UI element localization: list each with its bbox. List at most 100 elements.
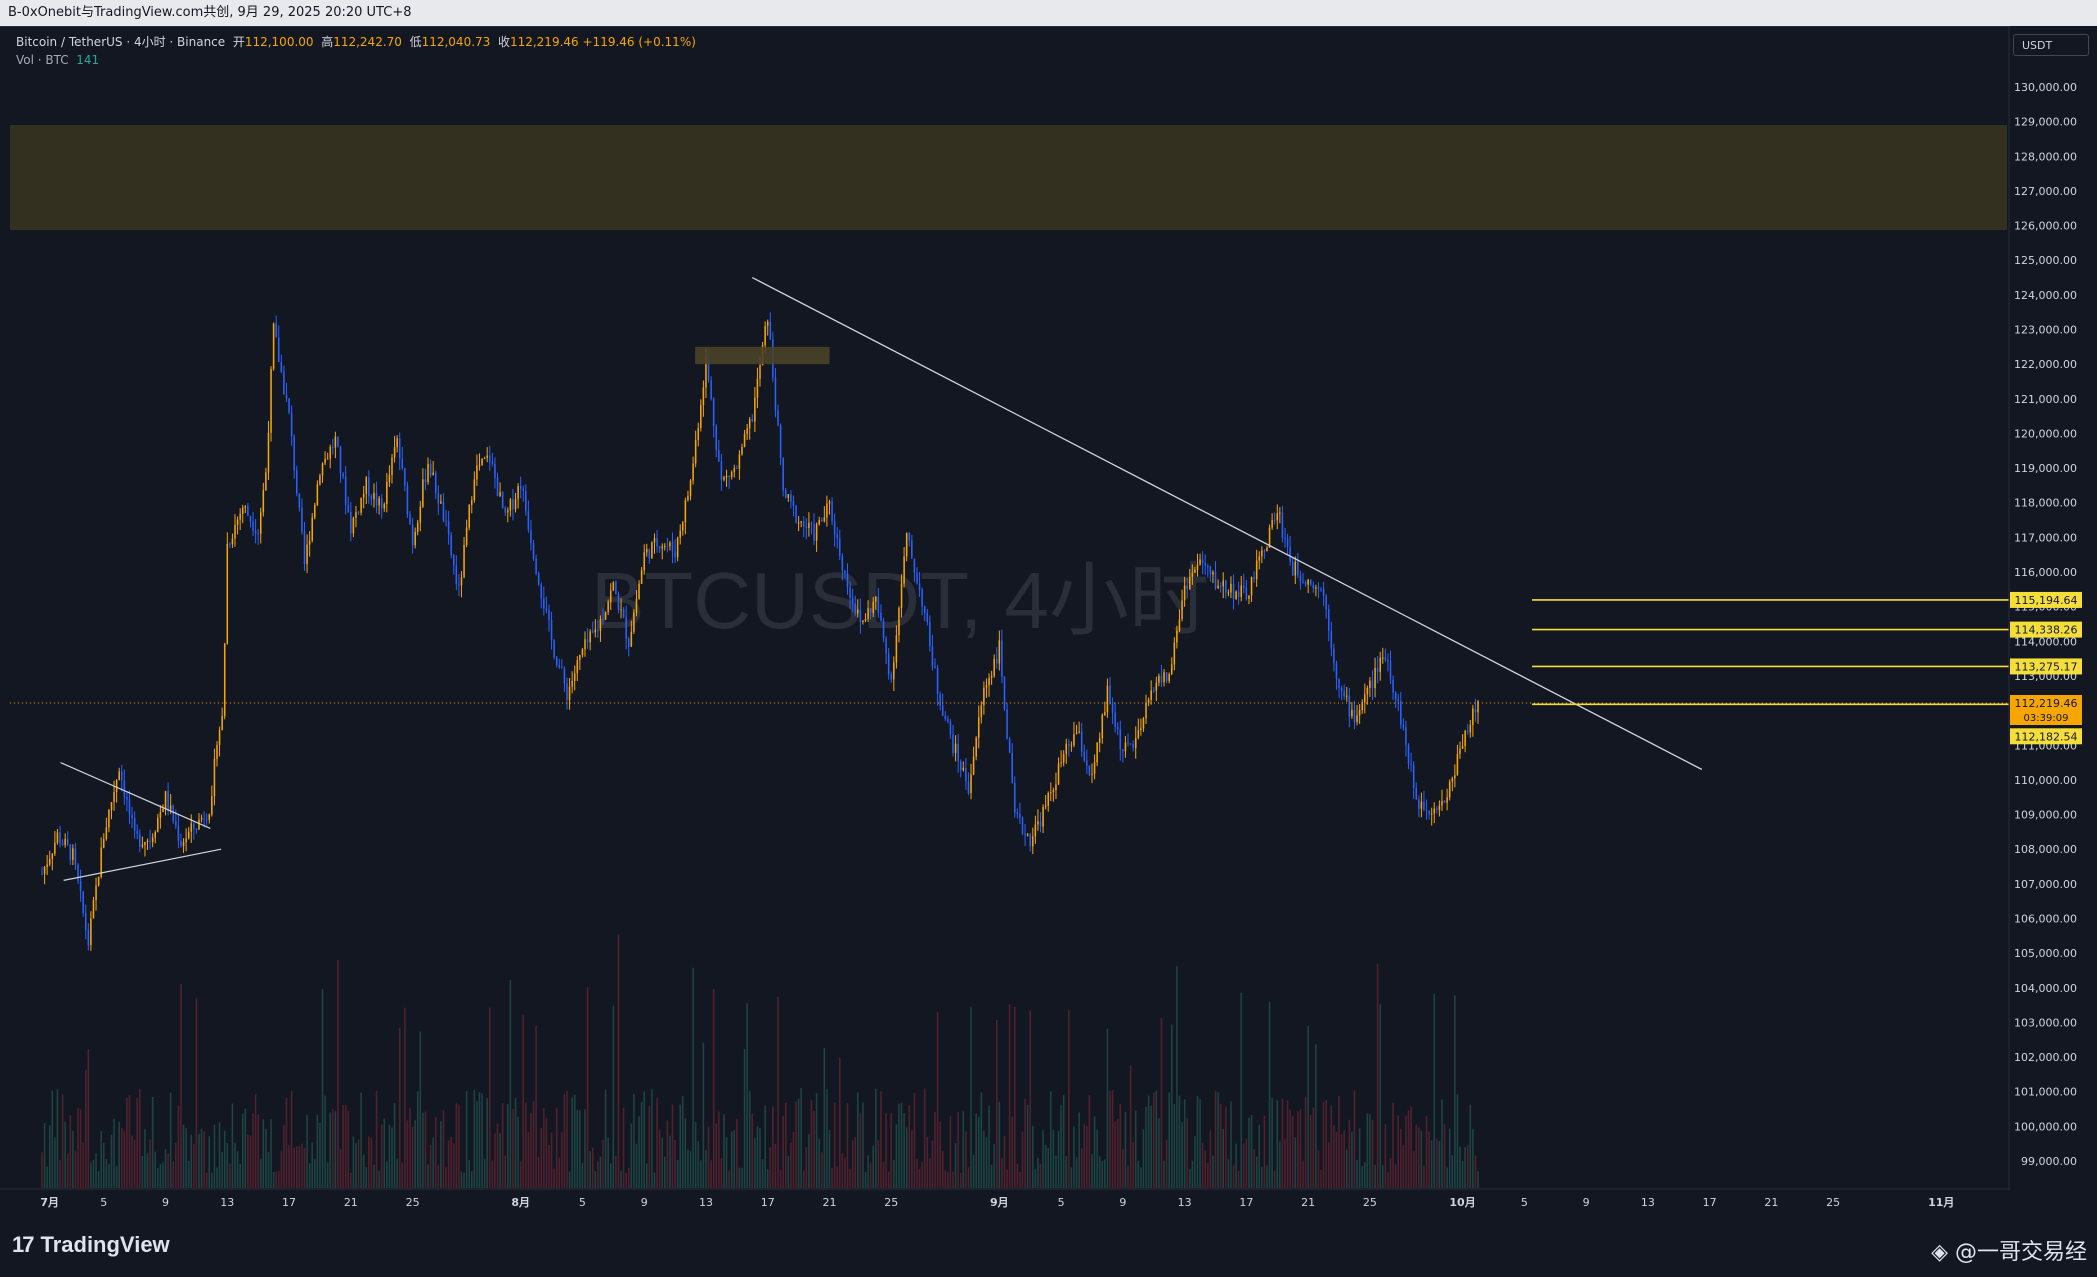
candle-body [869,608,872,613]
volume-bar [913,1092,916,1188]
candle-body [339,446,342,474]
legend-open-label: 开 [232,35,245,49]
candle-body [95,885,97,901]
volume-bar [339,1149,342,1188]
volume-bar [787,1155,790,1188]
volume-bar [733,1130,736,1188]
candle-body [280,361,283,372]
legend-volume-label[interactable]: Vol · BTC [16,53,69,67]
volume-bar [725,1137,728,1188]
volume-bar [1266,1165,1268,1188]
volume-bar [406,1120,409,1188]
volume-bar [900,1102,903,1188]
candle-body [1451,778,1454,782]
volume-bar [584,1109,586,1188]
volume-bar [139,1088,141,1188]
volume-bar [759,1128,761,1188]
candle-body [571,680,573,687]
tradingview-logo[interactable]: 17 TradingView [12,1232,170,1258]
volume-bar [1129,1065,1132,1188]
volume-bar [226,1143,229,1188]
candle-body [1438,805,1441,810]
candle-body [875,596,877,602]
volume-bar [597,1161,599,1188]
candle-body [959,761,962,771]
volume-bar [1037,1157,1039,1188]
candle-body [113,791,115,803]
tradingview-mark-icon: 17 [12,1232,35,1257]
candle-body [1273,520,1276,522]
candle-body [1418,799,1420,809]
candle-body [705,357,707,388]
candle-body [893,662,895,680]
candle-body [913,558,916,573]
candle-body [419,506,422,523]
candle-body [1441,800,1443,806]
candle-body [1098,738,1101,743]
y-tick-label: 121,000.00 [2014,393,2077,406]
x-tick-label: 13 [1178,1196,1192,1209]
candle-body [671,542,674,552]
candle-body [471,500,473,505]
volume-bar [280,1151,283,1188]
x-tick-label: 21 [344,1196,358,1209]
volume-bar [1425,1115,1428,1188]
candle-body [1008,738,1011,753]
currency-label[interactable]: USDT [2013,34,2089,56]
volume-bar [828,1129,831,1188]
legend-symbol[interactable]: Bitcoin / TetherUS · 4小时 · Binance [16,35,226,49]
volume-bar [1361,1165,1363,1188]
volume-bar [625,1172,627,1188]
volume-bar [1060,1105,1062,1188]
candle-body [1425,809,1428,811]
volume-bar [612,1005,615,1188]
candle-body [1137,730,1140,738]
volume-bar [218,1122,221,1188]
volume-bar [571,1097,573,1188]
volume-bar [839,1057,841,1188]
legend-change: +119.46 (+0.11%) [582,35,696,49]
volume-bar [1044,1144,1047,1188]
volume-bar [270,1119,272,1188]
volume-bar [288,1145,290,1188]
candle-body [1191,572,1194,577]
candle-body [748,419,751,429]
volume-bar [131,1135,133,1188]
small-supply-zone [695,346,830,365]
volume-bar [903,1113,905,1188]
bottom-bar [0,1212,2097,1277]
candle-body [1428,810,1430,815]
volume-bar [311,1142,313,1188]
candle-body [149,840,151,843]
candle-body [69,844,72,860]
candle-body [1152,690,1155,692]
volume-bar [1042,1130,1044,1188]
candle-body [378,498,380,506]
volume-bar [360,1092,362,1188]
legend-high-label: 高 [321,35,334,49]
candle-body [1387,659,1389,662]
candle-body [1384,657,1387,660]
candle-body [1132,743,1134,748]
volume-bar [911,1130,913,1188]
volume-bar [64,1121,66,1188]
candle-body [218,730,221,745]
volume-bar [285,1097,288,1188]
volume-bar [180,984,182,1188]
volume-bar [1394,1164,1397,1188]
volume-bar [440,1121,442,1188]
candle-body [1353,709,1356,723]
volume-bar [1227,1159,1230,1188]
volume-bar [1433,993,1436,1188]
price-axis[interactable] [2010,26,2097,1192]
candle-body [1268,527,1271,548]
volume-bar [710,1160,712,1188]
candle-body [661,546,663,549]
candle-body [537,573,540,585]
volume-bar [836,1166,838,1188]
volume-bar [532,1101,535,1188]
time-axis[interactable] [0,1190,2010,1212]
volume-bar [216,1167,218,1188]
volume-bar [1369,1114,1371,1188]
